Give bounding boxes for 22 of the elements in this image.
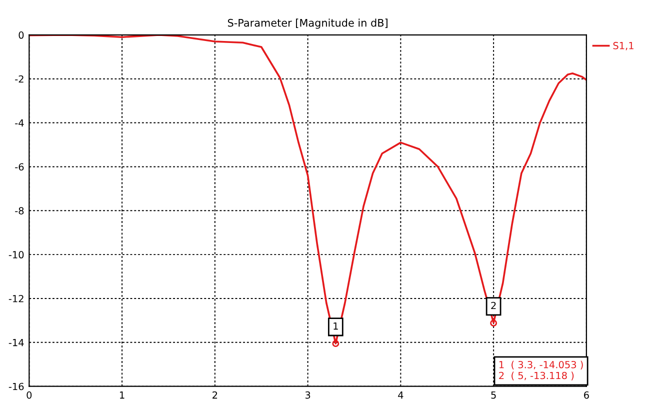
x-tick-label: 5 (491, 392, 496, 399)
y-tick-label: -8 (15, 207, 24, 214)
x-tick-label: 1 (120, 392, 124, 399)
y-tick-label: -14 (8, 339, 24, 346)
annotation: 2 ( 5, -13.118 ) (499, 372, 574, 380)
annotation: 1 (334, 322, 338, 330)
y-tick-label: -12 (8, 294, 24, 302)
y-tick-label: -4 (15, 119, 24, 126)
x-tick-label: 2 (212, 391, 218, 399)
y-tick-label: -2 (15, 75, 24, 83)
y-tick-label: -6 (15, 163, 24, 171)
x-tick-label: 6 (584, 391, 589, 399)
x-tick-label: 4 (398, 392, 404, 399)
y-tick-label: -16 (8, 382, 24, 390)
annotation: 1 ( 3.3, -14.053 ) (499, 360, 583, 370)
annotation: 2 (491, 302, 496, 310)
x-tick-label: 3 (305, 391, 310, 399)
chart-title: S-Parameter [Magnitude in dB] (228, 18, 388, 29)
y-tick-label: -10 (8, 251, 24, 258)
legend-label: S1,1 (613, 42, 634, 50)
y-tick-label: 0 (18, 31, 24, 39)
x-tick-label: 0 (26, 391, 32, 399)
